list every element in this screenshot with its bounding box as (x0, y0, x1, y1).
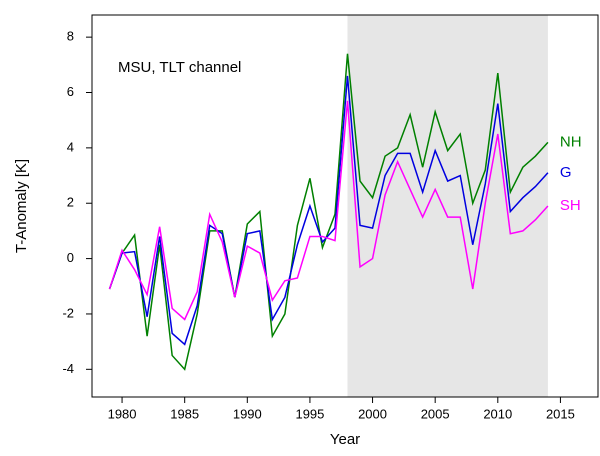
series-label: G (560, 164, 572, 181)
y-tick-label: 2 (67, 195, 74, 210)
series-line (108, 75, 549, 346)
y-tick-label: 4 (67, 139, 74, 154)
x-tick-label: 2015 (546, 406, 575, 421)
series-line (108, 53, 549, 371)
y-tick-label: -4 (62, 361, 74, 376)
x-tick-label: 1980 (108, 406, 137, 421)
y-tick-label: -2 (62, 305, 74, 320)
x-axis-title: Year (330, 431, 360, 448)
plot-frame (91, 14, 599, 398)
y-tick-label: 0 (67, 250, 74, 265)
x-tick-label: 1985 (170, 406, 199, 421)
annotation: MSU, TLT channel (118, 59, 241, 76)
series-line (108, 100, 549, 321)
y-tick-label: 6 (67, 84, 74, 99)
y-axis-title: T-Anomaly [K] (13, 159, 30, 253)
x-tick-label: 1990 (233, 406, 262, 421)
series-label: SH (560, 197, 581, 214)
x-tick-label: 1995 (295, 406, 324, 421)
x-tick-label: 2000 (358, 406, 387, 421)
x-tick-label: 2010 (483, 406, 512, 421)
x-tick-label: 2005 (421, 406, 450, 421)
series-label: NH (560, 133, 582, 150)
y-tick-label: 8 (67, 29, 74, 44)
